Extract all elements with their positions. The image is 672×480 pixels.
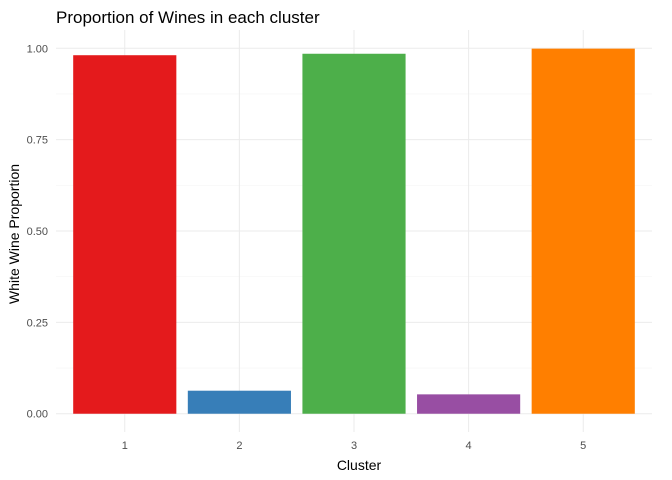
y-tick-label: 0.75 (27, 135, 48, 147)
bar-cluster-3 (302, 53, 406, 414)
x-tick-label: 1 (122, 440, 128, 452)
x-tick-labels: 1 2 3 4 5 (122, 440, 587, 452)
bars (73, 48, 635, 414)
x-tick-label: 2 (236, 440, 242, 452)
bar-cluster-5 (531, 48, 635, 414)
x-tick-label: 4 (466, 440, 472, 452)
y-tick-label: 1.00 (27, 43, 48, 55)
y-tick-label: 0.00 (27, 409, 48, 421)
bar-cluster-4 (417, 394, 521, 414)
y-tick-label: 0.25 (27, 317, 48, 329)
y-axis-title: White Wine Proportion (6, 164, 22, 304)
y-tick-label: 0.50 (27, 226, 48, 238)
bar-cluster-1 (73, 55, 177, 414)
x-tick-label: 5 (580, 440, 586, 452)
y-tick-labels: 0.00 0.25 0.50 0.75 1.00 (27, 43, 48, 420)
x-tick-label: 3 (351, 440, 357, 452)
chart-title: Proportion of Wines in each cluster (56, 8, 320, 27)
bar-cluster-2 (187, 390, 291, 414)
x-axis-title: Cluster (337, 457, 382, 473)
